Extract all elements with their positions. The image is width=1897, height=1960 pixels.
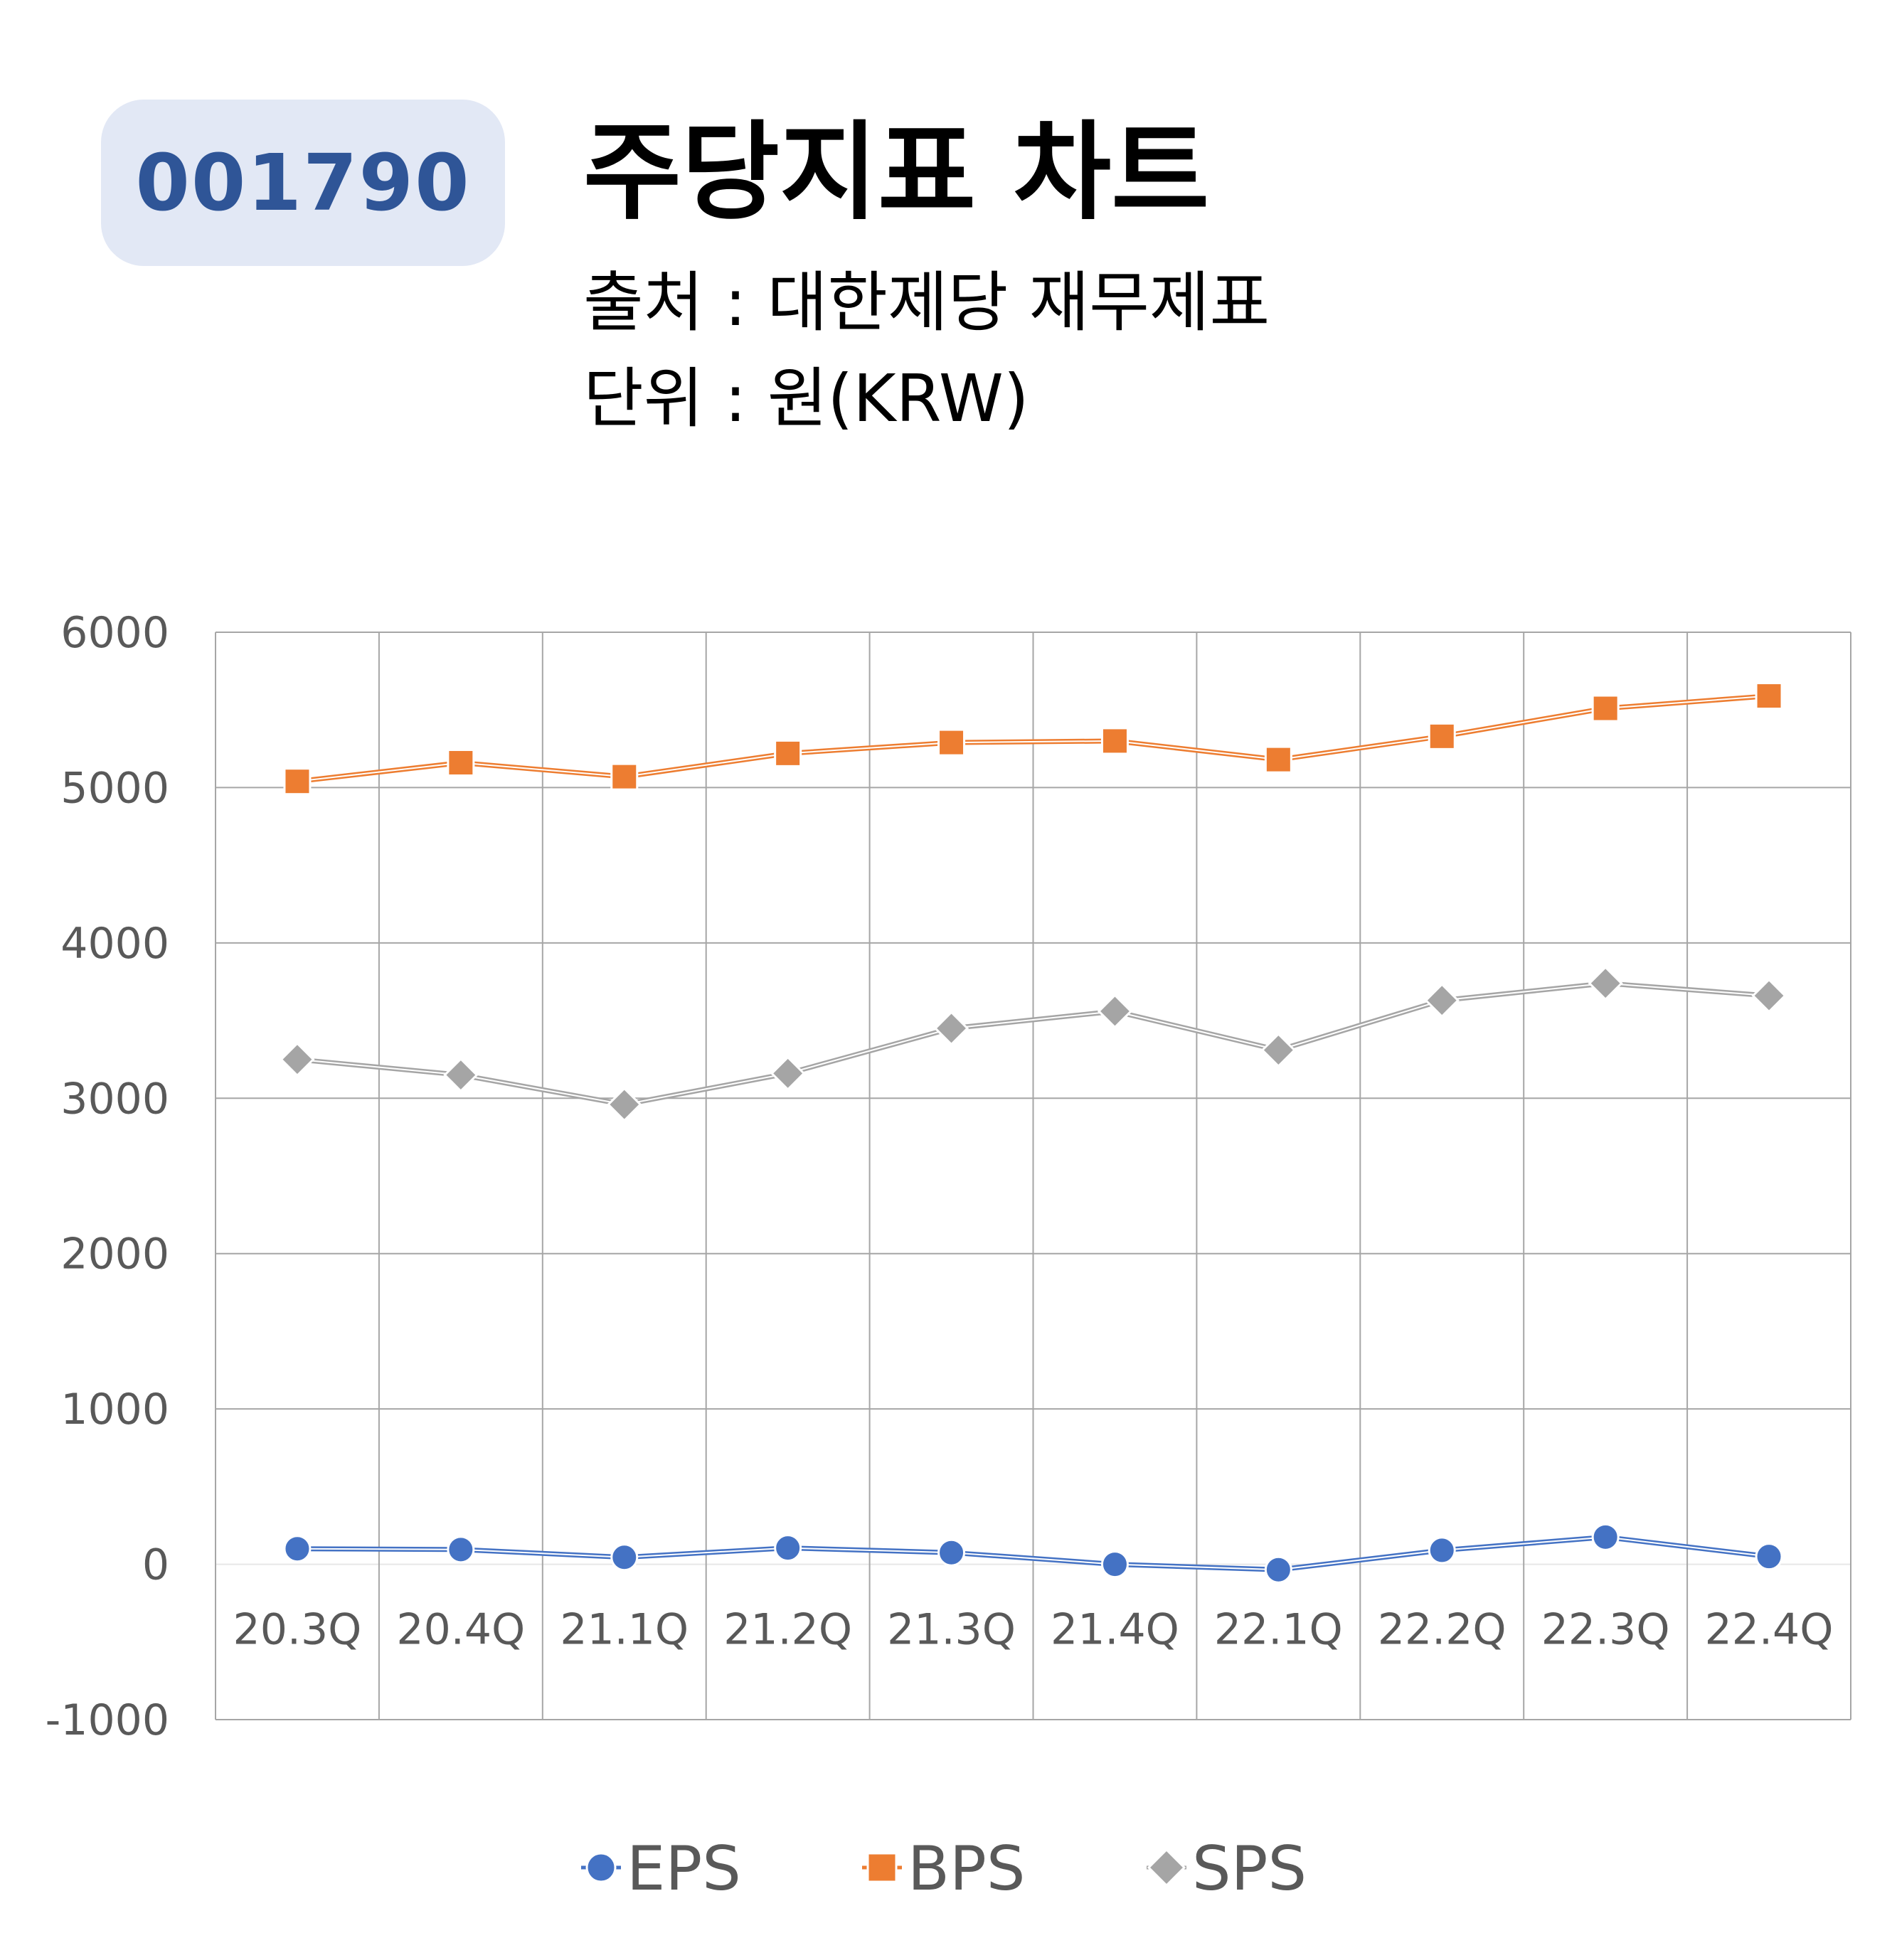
x-tick-label: 20.3Q xyxy=(233,1605,362,1655)
y-tick-label: 3000 xyxy=(60,1074,169,1124)
series-line-inner xyxy=(297,982,1770,1106)
data-point xyxy=(1264,1555,1292,1584)
ticker-badge: 001790 xyxy=(101,100,505,266)
series-bps xyxy=(283,682,1783,796)
chart-title: 주당지표 차트 xyxy=(583,111,1210,235)
data-point xyxy=(933,1011,969,1046)
x-tick-label: 22.1Q xyxy=(1214,1605,1343,1655)
data-point xyxy=(280,1042,315,1077)
legend-marker xyxy=(866,1852,898,1883)
data-point xyxy=(774,1534,802,1562)
data-point xyxy=(1100,1550,1129,1579)
data-point xyxy=(1751,978,1787,1013)
legend-label: SPS xyxy=(1192,1833,1307,1905)
x-tick-label: 22.2Q xyxy=(1378,1605,1507,1655)
legend-item-eps: EPS xyxy=(581,1833,741,1905)
ticker-code: 001790 xyxy=(135,137,471,228)
data-point xyxy=(447,748,475,777)
legend-label: BPS xyxy=(908,1833,1025,1905)
data-point xyxy=(1097,994,1133,1029)
legend-label: EPS xyxy=(627,1833,741,1905)
y-tick-label: 6000 xyxy=(60,608,169,658)
legend-marker xyxy=(585,1852,617,1883)
x-tick-label: 20.4Q xyxy=(396,1605,525,1655)
x-tick-label: 21.4Q xyxy=(1051,1605,1179,1655)
chart-series xyxy=(280,682,1787,1584)
data-point xyxy=(610,1543,639,1572)
data-point xyxy=(443,1057,479,1093)
y-tick-label: -1000 xyxy=(46,1695,169,1745)
y-tick-label: 1000 xyxy=(60,1385,169,1434)
y-tick-label: 0 xyxy=(142,1540,169,1590)
data-point xyxy=(1264,745,1292,774)
chart-legend: EPS BPS SPS xyxy=(581,1833,1307,1905)
data-point xyxy=(937,1538,966,1567)
data-point xyxy=(1755,682,1783,710)
source-label: 출처 : 대한제당 재무제표 xyxy=(583,265,1270,341)
unit-label: 단위 : 원(KRW) xyxy=(583,361,1029,437)
data-point xyxy=(774,739,802,767)
data-point xyxy=(1428,1536,1456,1565)
data-point xyxy=(283,1535,312,1563)
y-tick-label: 4000 xyxy=(60,919,169,969)
series-line-inner xyxy=(297,695,1770,782)
data-point xyxy=(1100,727,1129,755)
data-point xyxy=(1591,1523,1620,1551)
data-point xyxy=(283,767,312,796)
x-tick-label: 21.3Q xyxy=(887,1605,1016,1655)
legend-marker xyxy=(1147,1848,1186,1887)
x-axis-ticks: 20.3Q 20.4Q 21.1Q 21.2Q 21.3Q 21.4Q 22.1Q 22.2Q… xyxy=(233,1605,1834,1655)
x-tick-label: 22.3Q xyxy=(1541,1605,1670,1655)
data-point xyxy=(1591,694,1620,723)
data-point xyxy=(1424,983,1460,1018)
data-point xyxy=(1755,1543,1783,1571)
y-tick-label: 2000 xyxy=(60,1230,169,1279)
data-point xyxy=(1588,966,1623,1001)
x-tick-label: 21.1Q xyxy=(560,1605,689,1655)
x-tick-label: 21.2Q xyxy=(723,1605,852,1655)
legend-item-sps: SPS xyxy=(1147,1833,1307,1905)
data-point xyxy=(1428,722,1456,750)
legend-item-bps: BPS xyxy=(862,1833,1025,1905)
data-point xyxy=(937,728,966,757)
series-eps xyxy=(283,1523,1783,1584)
x-tick-label: 22.4Q xyxy=(1705,1605,1834,1655)
y-axis-ticks: -1000 0 1000 2000 3000 4000 5000 6000 xyxy=(46,608,169,1745)
data-point xyxy=(447,1535,475,1564)
data-point xyxy=(1260,1032,1296,1068)
series-line-inner xyxy=(297,1536,1770,1571)
y-tick-label: 5000 xyxy=(60,763,169,813)
data-point xyxy=(770,1055,806,1091)
chart-grid xyxy=(215,632,1851,1720)
series-sps xyxy=(280,966,1787,1122)
data-point xyxy=(607,1087,642,1122)
data-point xyxy=(610,762,639,791)
